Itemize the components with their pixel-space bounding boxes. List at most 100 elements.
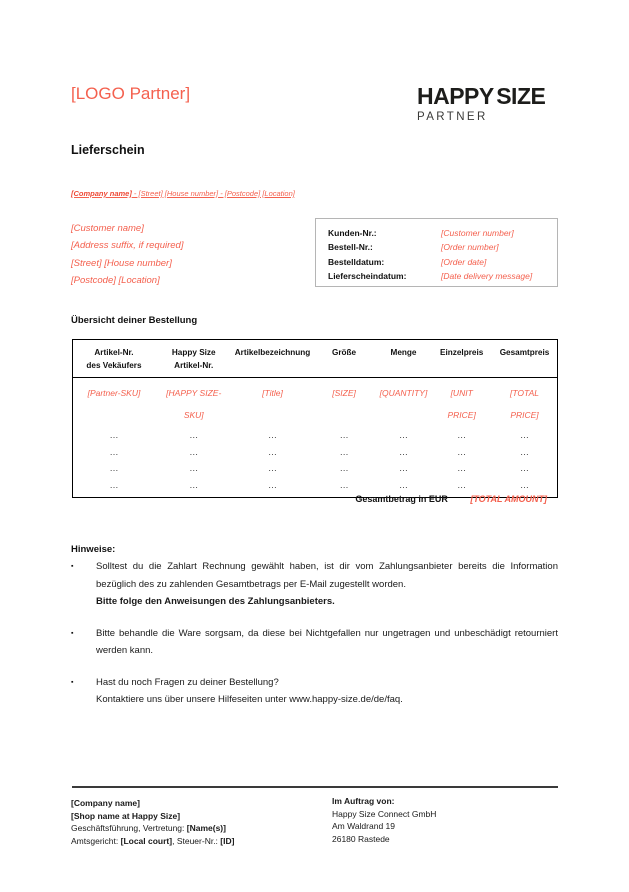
footer-management-prefix: Geschäftsführung, Vertretung: xyxy=(71,823,187,834)
footer-management-line: Geschäftsführung, Vertretung: [Name(s)] xyxy=(71,822,234,835)
footer-behalf-street: Am Waldrand 19 xyxy=(332,821,395,832)
footer-divider xyxy=(72,786,558,788)
total-value: [TOTAL AMOUNT] xyxy=(470,494,547,504)
happy-size-logo-subtitle: PARTNER xyxy=(417,111,488,123)
cell-placeholder: … xyxy=(457,430,467,440)
footer-management-names: [Name(s)] xyxy=(186,823,226,834)
cell-size: [SIZE] xyxy=(332,388,356,398)
cell-placeholder: … xyxy=(457,463,467,473)
table-row: … … … … … … … xyxy=(73,427,558,444)
cell-placeholder: … xyxy=(268,463,278,473)
footer-court-line: Amtsgericht: [Local court], Steuer-Nr.: … xyxy=(71,835,234,848)
cell-partner-sku: [Partner-SKU] xyxy=(87,388,141,398)
note-payment-text: Solltest du die Zahlart Rechnung gewählt… xyxy=(96,561,558,590)
footer-behalf-heading: Im Auftrag von: xyxy=(332,796,395,806)
cell-unit-price: [UNIT PRICE] xyxy=(447,388,476,420)
note-handle-goods: ▪ Bitte behandle die Ware sorgsam, da di… xyxy=(71,625,558,660)
cell-placeholder: … xyxy=(398,479,408,490)
cell-placeholder: … xyxy=(398,463,408,473)
order-date-value: [Order date] xyxy=(441,256,487,267)
header-unit-price: Einzelpreis xyxy=(431,339,492,378)
cell-title: [Title] xyxy=(262,388,283,398)
cell-placeholder: … xyxy=(109,463,119,473)
cell-placeholder: … xyxy=(109,479,119,490)
total-label: Gesamtbetrag in EUR xyxy=(355,494,448,504)
delivery-note-date-value: [Date delivery message] xyxy=(441,270,533,281)
note-questions: ▪ Hast du noch Fragen zu deiner Bestellu… xyxy=(71,674,558,709)
customer-number-label: Kunden-Nr.: xyxy=(328,228,377,238)
info-row-order-date: Bestelldatum: [Order date] xyxy=(328,255,557,269)
order-total-line: Gesamtbetrag in EUR [TOTAL AMOUNT] xyxy=(355,489,547,507)
table-row: [Partner-SKU] [HAPPY SIZE- SKU] [Title] … xyxy=(73,378,558,428)
footer-behalf-city: 26180 Rastede xyxy=(332,834,390,845)
notes-heading: Hinweise: xyxy=(71,544,116,555)
cell-placeholder: … xyxy=(339,463,349,473)
cell-placeholder: … xyxy=(268,446,278,457)
cell-placeholder: … xyxy=(519,479,529,490)
info-row-delivery-note-date: Lieferscheindatum: [Date delivery messag… xyxy=(328,269,557,283)
cell-placeholder: … xyxy=(189,430,199,440)
happy-size-logo: HAPPY SIZE PARTNER xyxy=(417,83,565,123)
sender-company: [Company name] xyxy=(71,189,132,198)
notes-section: Hinweise: ▪ Solltest du die Zahlart Rech… xyxy=(71,544,558,709)
cell-placeholder: … xyxy=(189,446,199,457)
table-row: … … … … … … … xyxy=(73,460,558,477)
happy-size-logo-text: HAPPY SIZE xyxy=(417,83,546,109)
cell-placeholder: … xyxy=(109,430,119,440)
cell-placeholder: … xyxy=(268,430,278,440)
cell-placeholder: … xyxy=(457,479,467,490)
table-row: … … … … … … … xyxy=(73,444,558,461)
delivery-note-date-label: Lieferscheindatum: xyxy=(328,270,407,281)
info-row-customer-number: Kunden-Nr.: [Customer number] xyxy=(328,226,557,240)
bullet-square-icon: ▪ xyxy=(71,629,74,637)
info-row-order-number: Bestell-Nr.: [Order number] xyxy=(328,240,557,254)
order-overview-title: Übersicht deiner Bestellung xyxy=(71,315,198,326)
header-item-description: Artikelbezeichnung xyxy=(232,339,313,378)
cell-placeholder: … xyxy=(398,446,408,457)
customer-name-line: [Customer name] xyxy=(71,223,144,234)
footer-tax-prefix: , Steuer-Nr.: xyxy=(172,836,221,847)
footer-behalf-block: Im Auftrag von: Happy Size Connect GmbH … xyxy=(332,795,436,846)
order-table: Artikel-Nr. des Vekäufers Happy Size Art… xyxy=(72,339,558,498)
customer-suffix-line: [Address suffix, if required] xyxy=(71,240,184,252)
note-payment-bold-line: Bitte folge den Anweisungen des Zahlungs… xyxy=(96,596,335,607)
footer-company-block: [Company name] [Shop name at Happy Size]… xyxy=(71,797,234,848)
cell-quantity: [QUANTITY] xyxy=(379,388,428,398)
document-title: Lieferschein xyxy=(71,143,145,157)
cell-placeholder: … xyxy=(268,479,278,490)
customer-city-line: [Postcode] [Location] xyxy=(71,274,160,286)
cell-happysize-sku: [HAPPY SIZE- SKU] xyxy=(166,388,222,420)
partner-logo-placeholder: [LOGO Partner] xyxy=(71,84,191,103)
order-info-box: Kunden-Nr.: [Customer number] Bestell-Nr… xyxy=(315,218,558,287)
cell-placeholder: … xyxy=(109,446,119,457)
header-size: Größe xyxy=(312,339,376,378)
cell-placeholder: … xyxy=(519,463,529,473)
order-number-value: [Order number] xyxy=(441,242,499,253)
table-row: … … … … … … … xyxy=(73,477,558,498)
order-number-label: Bestell-Nr.: xyxy=(328,242,373,253)
customer-address-block: [Customer name] [Address suffix, if requ… xyxy=(71,220,183,289)
footer-tax-id: [ID] xyxy=(220,836,235,847)
cell-placeholder: … xyxy=(398,430,408,440)
footer-court-prefix: Amtsgericht: xyxy=(71,836,121,847)
footer-company-name: [Company name] xyxy=(71,798,140,808)
cell-total-price: [TOTAL PRICE] xyxy=(510,388,539,420)
order-table-header-row: Artikel-Nr. des Vekäufers Happy Size Art… xyxy=(72,339,558,378)
cell-placeholder: … xyxy=(519,446,529,457)
footer-court-name: [Local court] xyxy=(120,836,173,847)
footer-shop-name: [Shop name at Happy Size] xyxy=(71,810,181,821)
cell-placeholder: … xyxy=(189,463,199,473)
customer-number-value: [Customer number] xyxy=(441,228,514,238)
footer-behalf-company: Happy Size Connect GmbH xyxy=(332,808,437,819)
sender-rest: - [Street] [House number] - [Postcode] [… xyxy=(131,189,295,198)
cell-placeholder: … xyxy=(339,479,349,490)
customer-street-line: [Street] [House number] xyxy=(71,257,172,269)
order-date-label: Bestelldatum: xyxy=(328,256,385,267)
sender-address-line: [Company name] - [Street] [House number]… xyxy=(71,189,295,198)
bullet-square-icon: ▪ xyxy=(71,563,74,570)
header-total-price: Gesamtpreis xyxy=(491,339,558,378)
note-questions-line2: Kontaktiere uns über unsere Hilfeseiten … xyxy=(96,694,403,705)
header-happysize-sku: Happy Size Artikel-Nr. xyxy=(154,339,233,378)
note-handle-goods-text: Bitte behandle die Ware sorgsam, da dies… xyxy=(96,627,558,657)
